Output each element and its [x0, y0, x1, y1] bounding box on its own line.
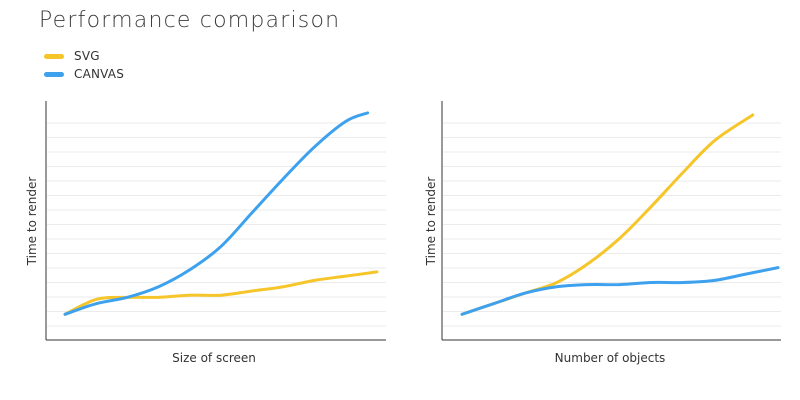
left-chart-xlabel: Size of screen [172, 351, 256, 365]
left-chart-axes [45, 101, 386, 341]
legend-item-canvas: CANVAS [44, 65, 124, 83]
legend-swatch-canvas [44, 71, 64, 77]
right-chart-ylabel: Time to render [424, 177, 438, 267]
right-chart-xlabel: Number of objects [555, 351, 666, 365]
left-chart-line-canvas [63, 111, 370, 316]
legend: SVG CANVAS [44, 47, 124, 83]
legend-label-canvas: CANVAS [74, 67, 125, 81]
legend-item-svg: SVG [44, 47, 124, 65]
left-chart-grid [47, 122, 386, 327]
left-chart-ylabel: Time to render [25, 177, 39, 267]
left-chart-line-svg [63, 270, 379, 316]
right-chart-lines [460, 113, 780, 316]
right-chart-axes [441, 101, 781, 341]
legend-swatch-svg [44, 53, 64, 59]
left-chart-lines [63, 111, 379, 316]
page-title: Performance comparison [39, 8, 341, 33]
right-chart-grid [443, 122, 781, 327]
right-chart-line-canvas [460, 266, 780, 316]
right-chart: Time to render Number of objects [424, 101, 781, 365]
legend-label-svg: SVG [74, 49, 100, 63]
left-chart: Time to render Size of screen [25, 101, 386, 365]
